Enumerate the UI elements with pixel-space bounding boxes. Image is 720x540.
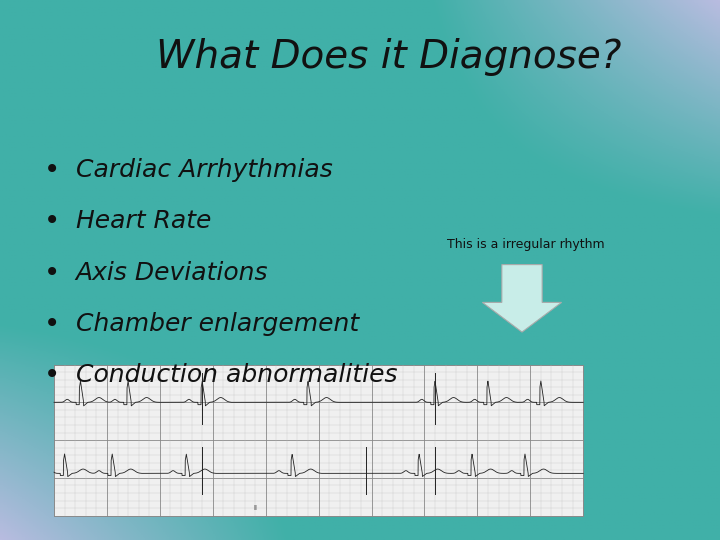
Text: This is a irregular rhythm: This is a irregular rhythm — [447, 238, 604, 251]
FancyBboxPatch shape — [54, 364, 583, 516]
Text: •: • — [44, 156, 60, 184]
Text: II: II — [253, 505, 257, 511]
Text: Heart Rate: Heart Rate — [76, 210, 211, 233]
Text: •: • — [44, 207, 60, 235]
Text: Axis Deviations: Axis Deviations — [76, 261, 268, 285]
Text: Chamber enlargement: Chamber enlargement — [76, 312, 359, 336]
Text: •: • — [44, 361, 60, 389]
Text: Conduction abnormalities: Conduction abnormalities — [76, 363, 397, 387]
Text: Cardiac Arrhythmias: Cardiac Arrhythmias — [76, 158, 333, 182]
Text: •: • — [44, 310, 60, 338]
Text: •: • — [44, 259, 60, 287]
Polygon shape — [482, 265, 562, 332]
Text: What Does it Diagnose?: What Does it Diagnose? — [156, 38, 621, 76]
